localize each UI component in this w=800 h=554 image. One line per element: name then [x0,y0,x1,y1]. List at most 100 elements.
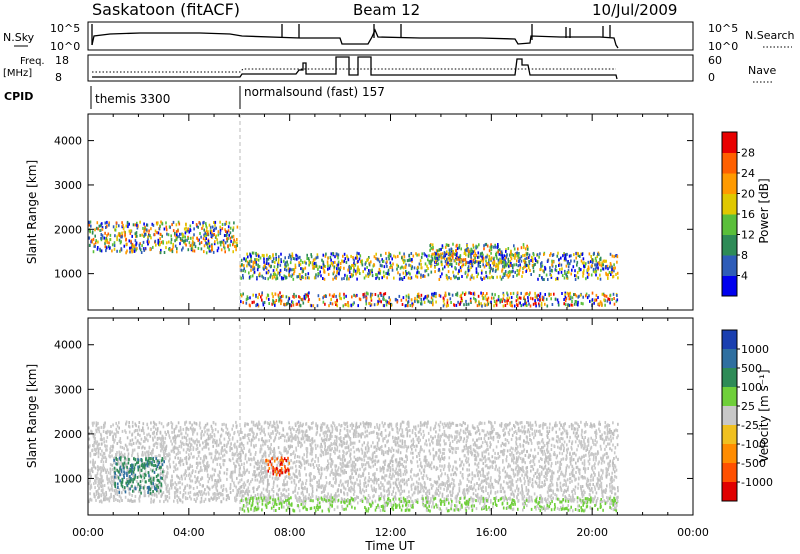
echo-cell [486,303,488,307]
echo-cell [166,472,168,476]
echo-cell [196,497,198,501]
echo-cell [88,244,91,247]
echo-cell [199,490,201,494]
echo-cell [564,495,566,499]
echo-cell [274,260,276,264]
echo-cell [409,264,412,268]
echo-cell [254,453,257,456]
echo-cell [197,238,199,242]
echo-cell [208,249,211,253]
echo-cell [326,448,329,452]
echo-cell [530,465,532,468]
echo-cell [262,301,264,305]
echo-cell [479,265,482,268]
echo-cell [203,433,205,437]
echo-cell [147,242,149,246]
echo-cell [456,255,459,259]
echo-cell [181,232,183,236]
echo-cell [272,260,274,264]
echo-cell [448,456,451,460]
echo-cell [99,466,102,470]
echo-cell [377,299,379,303]
echo-cell [337,267,340,271]
echo-cell [277,258,280,261]
echo-cell [493,260,495,264]
echo-cell [555,430,557,434]
echo-cell [573,253,575,257]
echo-cell [196,485,198,489]
echo-cell [370,484,373,488]
echo-cell [529,296,532,300]
power-colorbar-label: Power [dB] [757,178,771,243]
echo-cell [108,454,110,458]
echo-cell [177,421,180,425]
echo-cell [356,251,358,255]
echo-cell [92,444,94,447]
echo-cell [308,263,310,267]
echo-cell [429,244,431,248]
echo-cell [603,298,605,302]
echo-cell [293,272,295,276]
echo-cell [512,492,514,496]
echo-cell [354,269,357,273]
echo-cell [488,258,491,261]
echo-cell [613,463,616,467]
echo-cell [299,255,301,259]
echo-cell [293,292,295,296]
echo-cell [160,449,162,453]
echo-cell [559,440,561,444]
echo-cell [348,435,350,439]
echo-cell [594,256,597,260]
echo-cell [162,436,164,440]
echo-cell [517,255,520,259]
echo-cell [166,475,168,479]
echo-cell [575,256,577,260]
echo-cell [287,301,289,305]
echo-cell [429,248,431,252]
echo-cell [352,432,355,436]
echo-cell [473,486,475,490]
colorbar-swatch [722,275,737,297]
echo-cell [449,426,451,430]
echo-cell [104,231,106,235]
echo-cell [430,296,433,300]
echo-cell [261,479,264,483]
echo-cell [333,265,336,269]
echo-cell [411,302,413,306]
y-tick-label: 2000 [54,223,82,236]
echo-cell [172,482,174,486]
echo-cell [456,467,458,471]
echo-cell [372,473,374,477]
echo-cell [569,460,572,464]
echo-cell [306,447,309,451]
echo-cell [323,264,325,268]
echo-cell [397,487,399,491]
echo-cell [375,252,377,256]
echo-cell [294,453,296,457]
echo-cell [518,272,520,276]
echo-cell [311,426,313,430]
echo-cell [338,294,341,298]
echo-cell [497,250,499,254]
echo-cell [401,430,404,434]
echo-cell [193,421,196,425]
echo-cell [283,463,285,467]
echo-cell [253,436,256,440]
echo-cell [296,455,299,459]
echo-cell [491,455,494,459]
echo-cell [265,262,268,265]
echo-cell [101,454,104,458]
echo-cell [491,245,493,249]
echo-cell [545,455,547,458]
echo-cell [513,256,516,260]
echo-cell [608,472,610,476]
echo-cell [343,277,345,280]
echo-cell [356,293,358,297]
echo-cell [307,272,310,276]
echo-cell [611,265,613,269]
echo-cell [141,446,143,450]
echo-cell [235,485,237,489]
power-frame [87,113,694,311]
echo-cell [272,424,274,428]
echo-cell [563,490,565,494]
